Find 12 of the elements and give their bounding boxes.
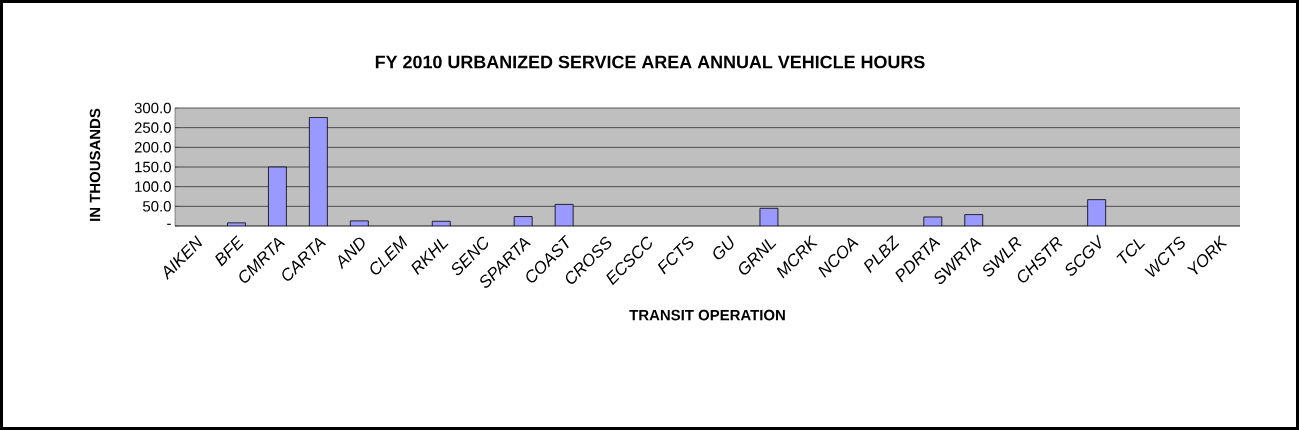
x-tick-label: GU — [713, 235, 734, 260]
y-tick-label: 150.0 — [135, 161, 171, 173]
y-tick-label: 100.0 — [135, 181, 171, 192]
y-tick-label: 50.0 — [143, 201, 171, 212]
y-tick-label: 250.0 — [134, 122, 171, 133]
y-tick-label: 200.0 — [134, 142, 171, 153]
y-axis-title: IN THOUSANDS — [89, 108, 101, 221]
x-axis-title: TRANSIT OPERATION — [629, 309, 785, 321]
y-tick-label: - — [167, 223, 171, 225]
y-tick-label: 300.0 — [134, 102, 171, 114]
x-tick-label: TCL — [1116, 238, 1145, 264]
chart-title: FY 2010 URBANIZED SERVICE AREA ANNUAL VEHICLE HOURS — [375, 55, 925, 69]
